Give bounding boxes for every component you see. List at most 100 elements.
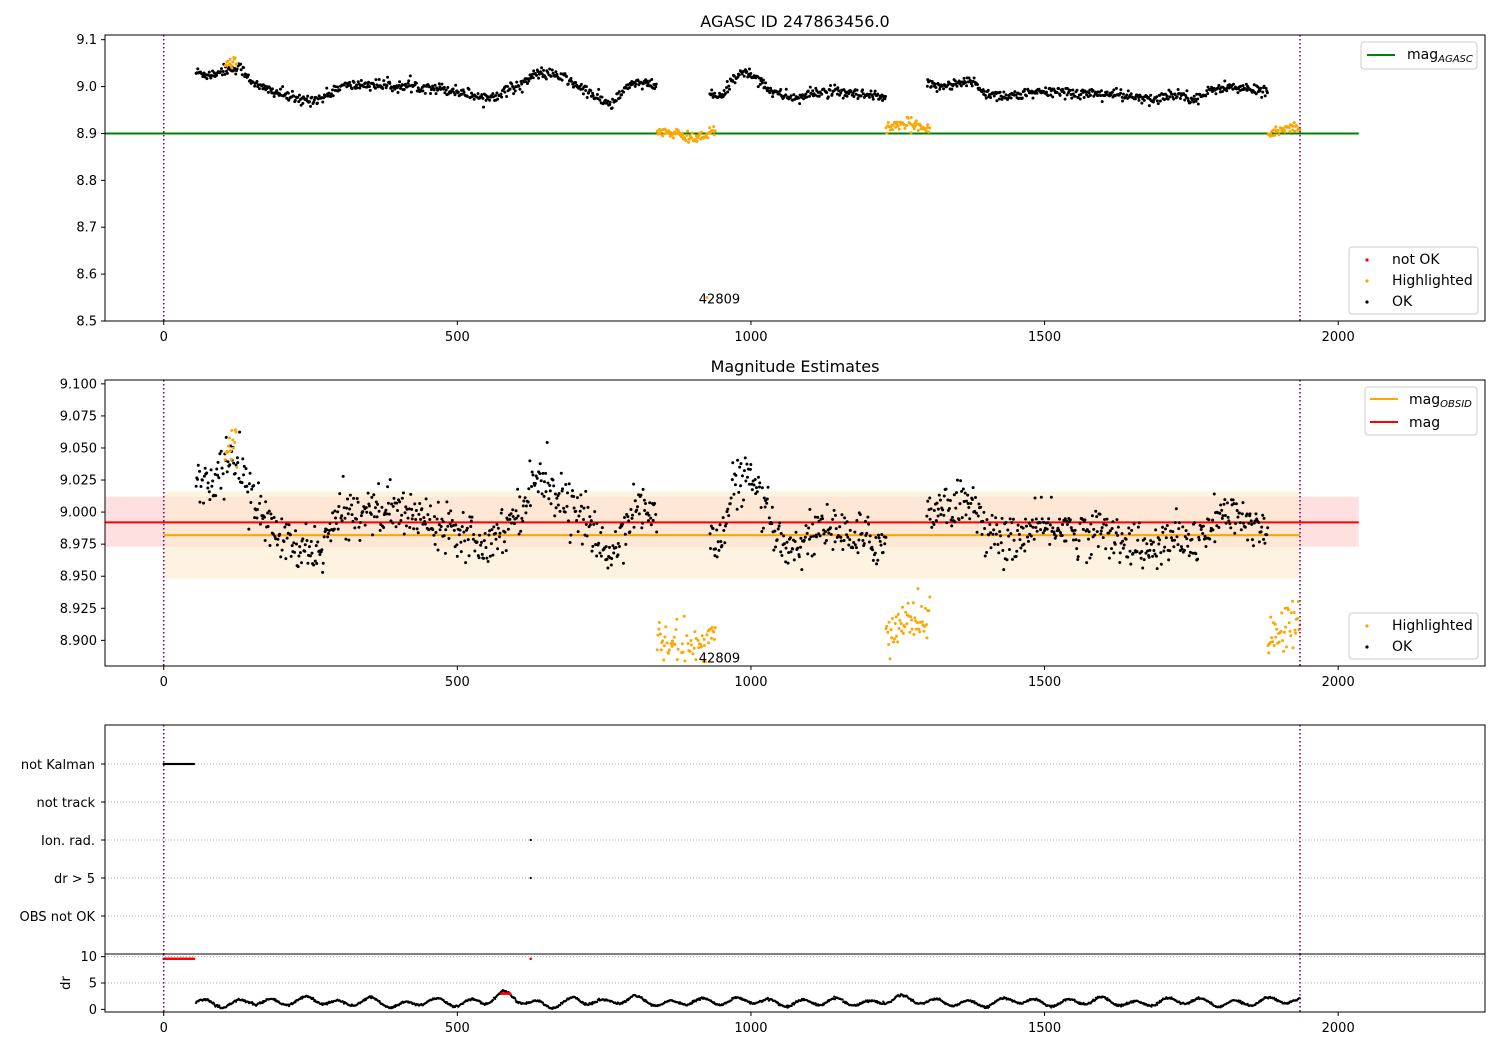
data-point xyxy=(818,534,822,538)
data-point xyxy=(968,79,972,83)
data-point xyxy=(1099,89,1103,93)
data-point xyxy=(1032,537,1036,541)
data-point xyxy=(575,519,579,523)
data-point xyxy=(960,489,964,493)
data-point xyxy=(421,522,425,526)
data-point xyxy=(834,527,838,531)
data-point xyxy=(1164,536,1168,540)
data-point xyxy=(876,533,880,537)
data-point xyxy=(822,87,826,91)
data-point xyxy=(455,543,459,547)
data-point xyxy=(854,546,858,550)
data-point xyxy=(733,81,737,85)
data-point xyxy=(258,522,262,526)
data-point xyxy=(338,492,342,496)
data-point xyxy=(305,538,309,542)
data-point xyxy=(439,525,443,529)
data-point xyxy=(1223,498,1227,502)
data-point xyxy=(287,523,291,527)
legend-frame xyxy=(1360,41,1478,70)
data-point xyxy=(1113,542,1117,546)
data-point xyxy=(564,483,568,487)
data-point xyxy=(222,497,226,501)
data-point xyxy=(1268,641,1272,645)
data-point xyxy=(431,84,435,88)
data-point xyxy=(649,523,653,527)
data-point xyxy=(797,555,801,559)
data-point xyxy=(1199,528,1203,532)
data-point xyxy=(702,644,706,648)
data-point xyxy=(233,441,237,445)
data-point xyxy=(888,657,892,661)
data-point xyxy=(838,93,842,97)
data-point xyxy=(977,502,981,506)
x-tick-label: 0 xyxy=(160,330,168,345)
data-point xyxy=(919,124,923,128)
data-point xyxy=(995,99,999,103)
data-point xyxy=(529,957,533,961)
data-point xyxy=(675,617,679,621)
data-point xyxy=(460,525,464,529)
data-point xyxy=(1105,517,1109,521)
data-point xyxy=(396,90,400,94)
data-point xyxy=(1231,498,1235,502)
data-point xyxy=(1260,95,1264,99)
data-point xyxy=(549,502,553,506)
y-tick-label: 8.5 xyxy=(76,315,97,330)
data-point xyxy=(517,532,521,536)
data-point xyxy=(1128,549,1132,553)
data-point xyxy=(994,532,998,536)
data-point xyxy=(608,100,612,104)
data-point xyxy=(1061,87,1065,91)
data-point xyxy=(754,486,758,490)
data-point xyxy=(1291,124,1295,128)
data-point xyxy=(1162,549,1166,553)
data-point xyxy=(234,430,238,434)
data-point xyxy=(715,528,719,532)
data-point xyxy=(378,999,381,1003)
data-point xyxy=(397,522,401,526)
data-point xyxy=(1176,543,1180,547)
data-point xyxy=(832,508,836,512)
x-tick-label: 500 xyxy=(445,675,470,690)
data-point xyxy=(792,93,796,97)
data-point xyxy=(725,79,729,83)
data-point xyxy=(275,543,279,547)
data-point xyxy=(1066,91,1070,95)
y-tick-label: 9.025 xyxy=(60,474,97,489)
data-point xyxy=(365,510,369,514)
data-point xyxy=(871,558,875,562)
data-point xyxy=(1121,539,1125,543)
data-point xyxy=(805,531,809,535)
data-point xyxy=(1271,640,1275,644)
data-point xyxy=(1114,86,1118,90)
data-point xyxy=(477,556,481,560)
data-point xyxy=(496,526,500,530)
data-point xyxy=(949,518,953,522)
data-point xyxy=(766,86,770,90)
data-point xyxy=(807,537,811,541)
data-point xyxy=(1293,129,1297,133)
data-point xyxy=(999,541,1003,545)
data-point xyxy=(695,139,699,143)
data-point xyxy=(528,459,532,463)
data-point xyxy=(488,554,492,558)
data-point xyxy=(712,125,716,129)
data-point xyxy=(352,80,356,84)
data-point xyxy=(216,473,220,477)
data-point xyxy=(1130,528,1134,532)
data-point xyxy=(1205,89,1209,93)
data-point xyxy=(647,513,651,517)
data-point xyxy=(279,87,283,91)
data-point xyxy=(377,509,381,513)
data-point xyxy=(1011,517,1015,521)
data-point xyxy=(912,633,916,637)
data-point xyxy=(1078,97,1082,101)
data-point xyxy=(232,461,236,465)
data-point xyxy=(1020,96,1024,100)
data-point xyxy=(1061,523,1065,527)
data-point xyxy=(1165,523,1169,527)
data-point xyxy=(635,508,639,512)
data-point xyxy=(1120,95,1124,99)
data-point xyxy=(666,651,670,655)
